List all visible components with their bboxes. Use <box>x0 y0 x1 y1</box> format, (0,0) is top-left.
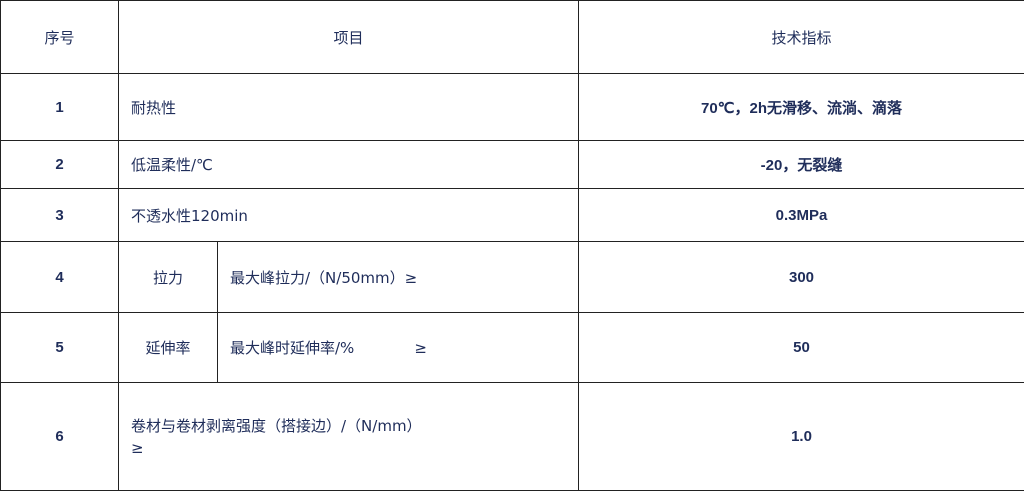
row-item-line2: ≥ <box>131 437 578 459</box>
row-spec: 1.0 <box>579 383 1024 491</box>
row-item: 低温柔性/℃ <box>119 141 579 189</box>
header-no: 序号 <box>1 1 119 74</box>
row-no: 1 <box>1 74 119 141</box>
row-spec: -20，无裂缝 <box>579 141 1024 189</box>
row-no: 6 <box>1 383 119 491</box>
row-no: 4 <box>1 242 119 313</box>
table-row: 1 耐热性 70℃，2h无滑移、流淌、滴落 <box>1 74 1024 141</box>
row-item: 不透水性120min <box>119 189 579 242</box>
row-spec: 50 <box>579 313 1024 383</box>
row-group: 拉力 <box>119 242 218 313</box>
row-no: 3 <box>1 189 119 242</box>
table-row: 4 拉力 最大峰拉力/（N/50mm）≥ 300 <box>1 242 1024 313</box>
table-row: 2 低温柔性/℃ -20，无裂缝 <box>1 141 1024 189</box>
row-spec: 300 <box>579 242 1024 313</box>
table-row: 5 延伸率 最大峰时延伸率/% ≥ 50 <box>1 313 1024 383</box>
header-row: 序号 项目 技术指标 <box>1 1 1024 74</box>
row-no: 5 <box>1 313 119 383</box>
row-no: 2 <box>1 141 119 189</box>
row-spec: 70℃，2h无滑移、流淌、滴落 <box>579 74 1024 141</box>
row-item-text: 最大峰时延伸率/% <box>230 339 354 357</box>
header-item: 项目 <box>119 1 579 74</box>
row-item: 卷材与卷材剥离强度（搭接边）/（N/mm）≥ <box>119 383 579 491</box>
row-item-line1: 卷材与卷材剥离强度（搭接边）/（N/mm） <box>131 415 578 437</box>
row-item: 最大峰时延伸率/% ≥ <box>218 313 579 383</box>
row-item: 耐热性 <box>119 74 579 141</box>
row-group: 延伸率 <box>119 313 218 383</box>
header-spec: 技术指标 <box>579 1 1024 74</box>
row-spec: 0.3MPa <box>579 189 1024 242</box>
table-row: 3 不透水性120min 0.3MPa <box>1 189 1024 242</box>
table-row: 6 卷材与卷材剥离强度（搭接边）/（N/mm）≥ 1.0 <box>1 383 1024 491</box>
row-item: 最大峰拉力/（N/50mm）≥ <box>218 242 579 313</box>
row-item-suffix: ≥ <box>414 339 427 357</box>
